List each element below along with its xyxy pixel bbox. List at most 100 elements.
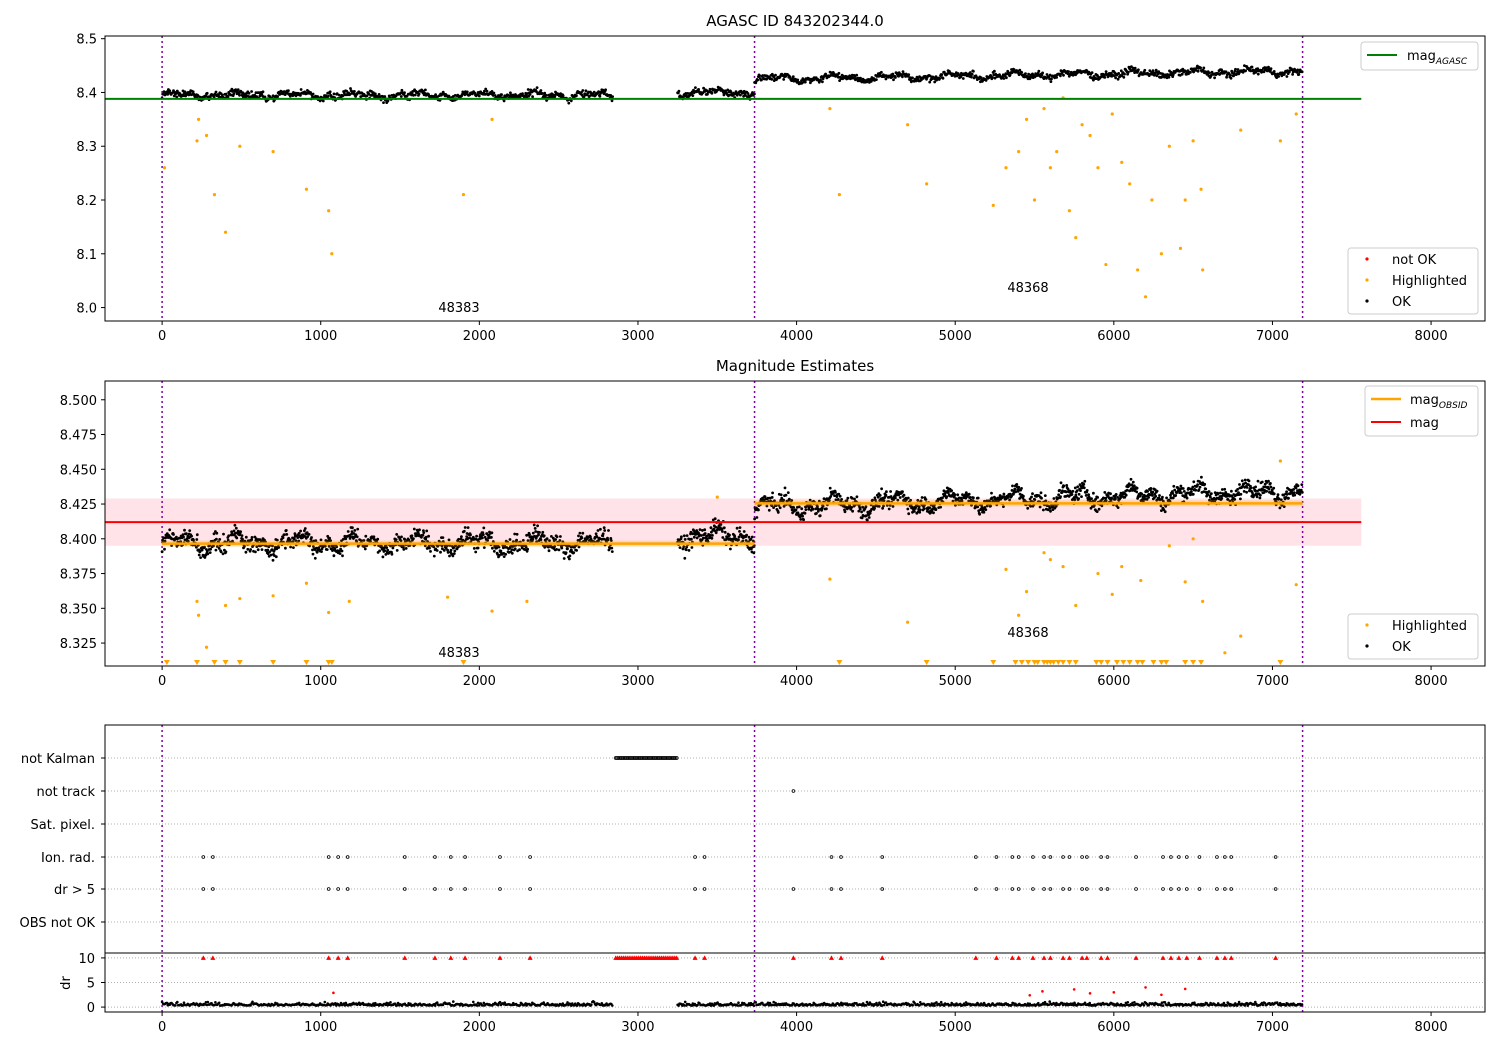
ok-point (264, 544, 268, 548)
highlighted-point (271, 594, 275, 598)
ok-point (190, 534, 194, 538)
ok-point (1181, 487, 1185, 490)
legend-ok-marker (1365, 299, 1369, 303)
ok-point (315, 550, 319, 554)
ok-point (1076, 485, 1080, 489)
dr-clipped-marker (210, 955, 216, 960)
ok-point (1058, 488, 1061, 492)
ok-point (760, 78, 763, 82)
ok-point (597, 90, 600, 93)
ok-point (254, 537, 258, 541)
ok-point (218, 538, 222, 541)
highlighted-point (1048, 558, 1052, 562)
ok-point (715, 528, 719, 532)
ok-point (219, 550, 223, 554)
ok-point (410, 534, 414, 538)
ok-point (928, 74, 932, 78)
x-tick-label: 0 (158, 329, 166, 344)
ok-point (182, 535, 185, 539)
ok-point (307, 533, 311, 536)
highlighted-point (196, 613, 201, 617)
ok-point (894, 496, 897, 500)
highlighted-point (1110, 112, 1114, 116)
clipped-low-marker (1055, 660, 1062, 665)
ok-point (555, 548, 558, 551)
ok-point (1243, 478, 1247, 482)
ok-point (1014, 490, 1018, 494)
ok-point (203, 556, 207, 559)
ok-point (378, 549, 381, 553)
ok-point (1204, 487, 1208, 491)
ok-point (581, 531, 585, 535)
highlighted-point (1042, 106, 1046, 111)
ok-point (547, 549, 551, 553)
ok-point (395, 549, 399, 552)
ok-point (1285, 493, 1289, 496)
highlighted-point (1143, 295, 1148, 299)
ok-point (1272, 70, 1276, 73)
ok-point (421, 533, 425, 537)
highlighted-point (1239, 128, 1243, 132)
ok-point (894, 76, 897, 79)
ok-point (1114, 76, 1117, 80)
ok-point (1220, 488, 1224, 491)
ok-point (906, 496, 910, 500)
ok-point (562, 557, 566, 560)
ok-point (403, 91, 406, 95)
panel2-obsid-label-2: 48368 (1007, 626, 1048, 641)
ok-point (386, 548, 390, 552)
ok-point (531, 95, 534, 99)
ok-point (1255, 495, 1259, 499)
ok-point (1092, 78, 1095, 82)
ok-point (292, 546, 295, 549)
ok-point (211, 539, 214, 543)
x-tick-label: 2000 (463, 674, 496, 689)
ok-point (1300, 491, 1304, 494)
ok-point (1109, 492, 1112, 496)
ok-point (545, 537, 549, 541)
highlighted-point (1191, 537, 1195, 541)
ok-point (268, 550, 271, 554)
ok-point (246, 547, 250, 551)
x-tick-label: 3000 (621, 329, 654, 344)
ok-point (794, 508, 798, 512)
ok-point (1296, 484, 1300, 488)
ok-point (490, 531, 494, 535)
highlighted-point (327, 209, 331, 213)
dr-point (752, 1004, 756, 1007)
ok-point (982, 510, 986, 514)
clipped-low-marker (990, 660, 997, 665)
ok-point (500, 93, 503, 96)
ok-point (241, 91, 245, 94)
clipped-low-marker (236, 660, 243, 665)
ok-point (1291, 73, 1294, 76)
ok-point (1027, 72, 1030, 76)
ok-point (481, 536, 484, 540)
clipped-low-marker (1277, 660, 1284, 665)
ok-point (1129, 477, 1133, 481)
ok-point (240, 534, 244, 537)
ok-point (297, 539, 301, 543)
ok-point (351, 526, 354, 530)
ok-point (1147, 496, 1150, 499)
clipped-low-marker (211, 660, 218, 665)
ok-point (1292, 491, 1296, 495)
ok-point (701, 536, 705, 540)
ok-point (531, 531, 535, 535)
ok-point (706, 92, 709, 96)
ok-point (1191, 485, 1195, 489)
highlighted-point (906, 620, 910, 624)
ok-point (405, 94, 409, 98)
legend-frame (1347, 247, 1479, 315)
panel3-plot-area (105, 725, 1485, 1012)
ok-point (332, 554, 336, 558)
ok-point (395, 533, 399, 536)
highlighted-point (446, 595, 450, 599)
legend-highlighted-label: Highlighted (1392, 619, 1467, 634)
legend-mag-agasc-label: magAGASC (1407, 49, 1468, 67)
ok-point (821, 80, 824, 84)
ok-point (1116, 506, 1120, 509)
x-tick-label: 5000 (939, 329, 972, 344)
ok-point (1124, 493, 1128, 497)
highlighted-point (1074, 236, 1078, 240)
